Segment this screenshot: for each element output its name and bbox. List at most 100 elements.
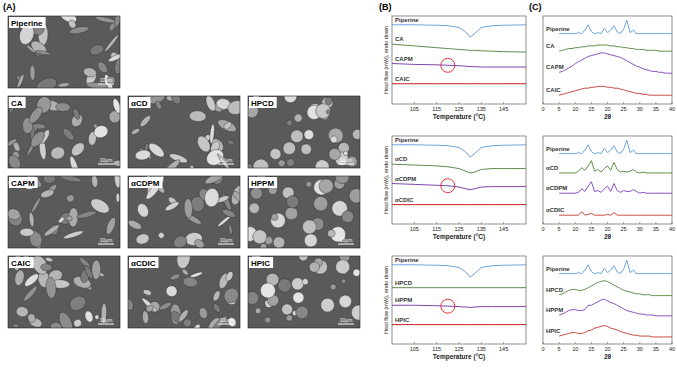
sem-frame (8, 176, 120, 248)
series-label: αCD (395, 156, 408, 162)
particle (229, 184, 240, 207)
particle (190, 165, 195, 168)
particle (13, 324, 19, 328)
particle (154, 100, 162, 110)
particle (259, 242, 268, 248)
particle (277, 159, 287, 168)
particle (60, 176, 82, 183)
sem-label: CAPM (11, 179, 35, 188)
panel-label: (B) (379, 2, 392, 12)
particle (134, 149, 151, 161)
sem-frame (248, 256, 360, 328)
particle (341, 210, 355, 224)
particle (157, 231, 165, 239)
series-label: Piperine (395, 137, 419, 143)
particle (63, 229, 84, 240)
particle (329, 283, 337, 291)
plot-area (559, 140, 672, 215)
particle (135, 202, 150, 219)
particle (317, 176, 336, 195)
particle (164, 200, 180, 212)
particle (67, 293, 88, 313)
particle (203, 176, 226, 186)
scale-bar-label: 10μm (100, 77, 113, 83)
sem-image (128, 256, 240, 328)
plot-frame (392, 16, 526, 104)
sem-frame (8, 256, 120, 328)
particle (83, 264, 95, 280)
x-tick-label: 135 (477, 346, 486, 352)
particle (305, 180, 313, 188)
particle (72, 108, 82, 120)
x-tick (503, 102, 504, 104)
sem-label-box (249, 97, 277, 108)
particle (175, 256, 192, 270)
particle (135, 232, 151, 246)
x-tick-label: 105 (410, 346, 419, 352)
particle (35, 50, 51, 56)
x-tick-label: 10 (572, 226, 578, 232)
plot-frame (543, 136, 672, 224)
x-tick-label: 10 (572, 106, 578, 112)
x-tick (607, 222, 608, 224)
x-tick (543, 222, 544, 224)
series-label: Piperine (395, 257, 419, 263)
particle (225, 270, 235, 282)
particle (193, 238, 206, 248)
x-tick-label: 125 (454, 346, 463, 352)
x-tick (503, 222, 504, 224)
x-tick (607, 102, 608, 104)
y-axis-label: Heat flow (mW), endo down (383, 266, 389, 334)
scale-bar (98, 324, 114, 325)
x-tick (623, 102, 624, 104)
sem-label-box (249, 257, 273, 268)
sem-background (8, 96, 120, 168)
particle (84, 310, 95, 323)
sem-label: CA (11, 99, 23, 108)
particle (212, 290, 222, 302)
x-tick-label: 35 (653, 346, 659, 352)
sem-label: αCDPM (131, 179, 160, 188)
sem-label-box (9, 17, 46, 28)
sem-label-box (249, 177, 277, 188)
x-tick-label: 40 (669, 226, 675, 232)
highlight-circle (441, 299, 455, 313)
particle (312, 195, 329, 212)
x-tick-label: 115 (432, 226, 441, 232)
series-label: CAPM (395, 56, 413, 62)
x-tick-label: 15 (588, 346, 594, 352)
x-tick (575, 342, 576, 344)
x-tick (414, 102, 415, 104)
x-axis-label: Temperature (°C) (433, 353, 485, 361)
x-tick (543, 342, 544, 344)
x-tick-label: 35 (653, 226, 659, 232)
particle (271, 235, 286, 248)
x-tick (607, 342, 608, 344)
particle (45, 257, 53, 263)
particle (346, 186, 360, 206)
x-tick-label: 0 (541, 106, 544, 112)
x-tick (591, 342, 592, 344)
particle (281, 96, 299, 105)
scale-bar (218, 244, 234, 245)
x-tick (672, 102, 673, 104)
particle (293, 112, 304, 123)
x-tick-label: 5 (558, 346, 561, 352)
particle (250, 156, 271, 168)
particle (161, 158, 181, 168)
sem-image (128, 176, 240, 248)
x-tick (672, 342, 673, 344)
particle (169, 96, 182, 106)
x-tick-label: 105 (410, 226, 419, 232)
particle (56, 310, 75, 328)
x-tick-label: 5 (558, 106, 561, 112)
particle (352, 268, 360, 277)
particle (290, 290, 306, 306)
x-tick (655, 342, 656, 344)
particle (327, 127, 344, 144)
plot-frame (392, 136, 526, 224)
scale-bar-label: 10μm (220, 237, 233, 243)
particle (279, 302, 295, 318)
series-line (392, 164, 526, 173)
particle (61, 127, 76, 143)
